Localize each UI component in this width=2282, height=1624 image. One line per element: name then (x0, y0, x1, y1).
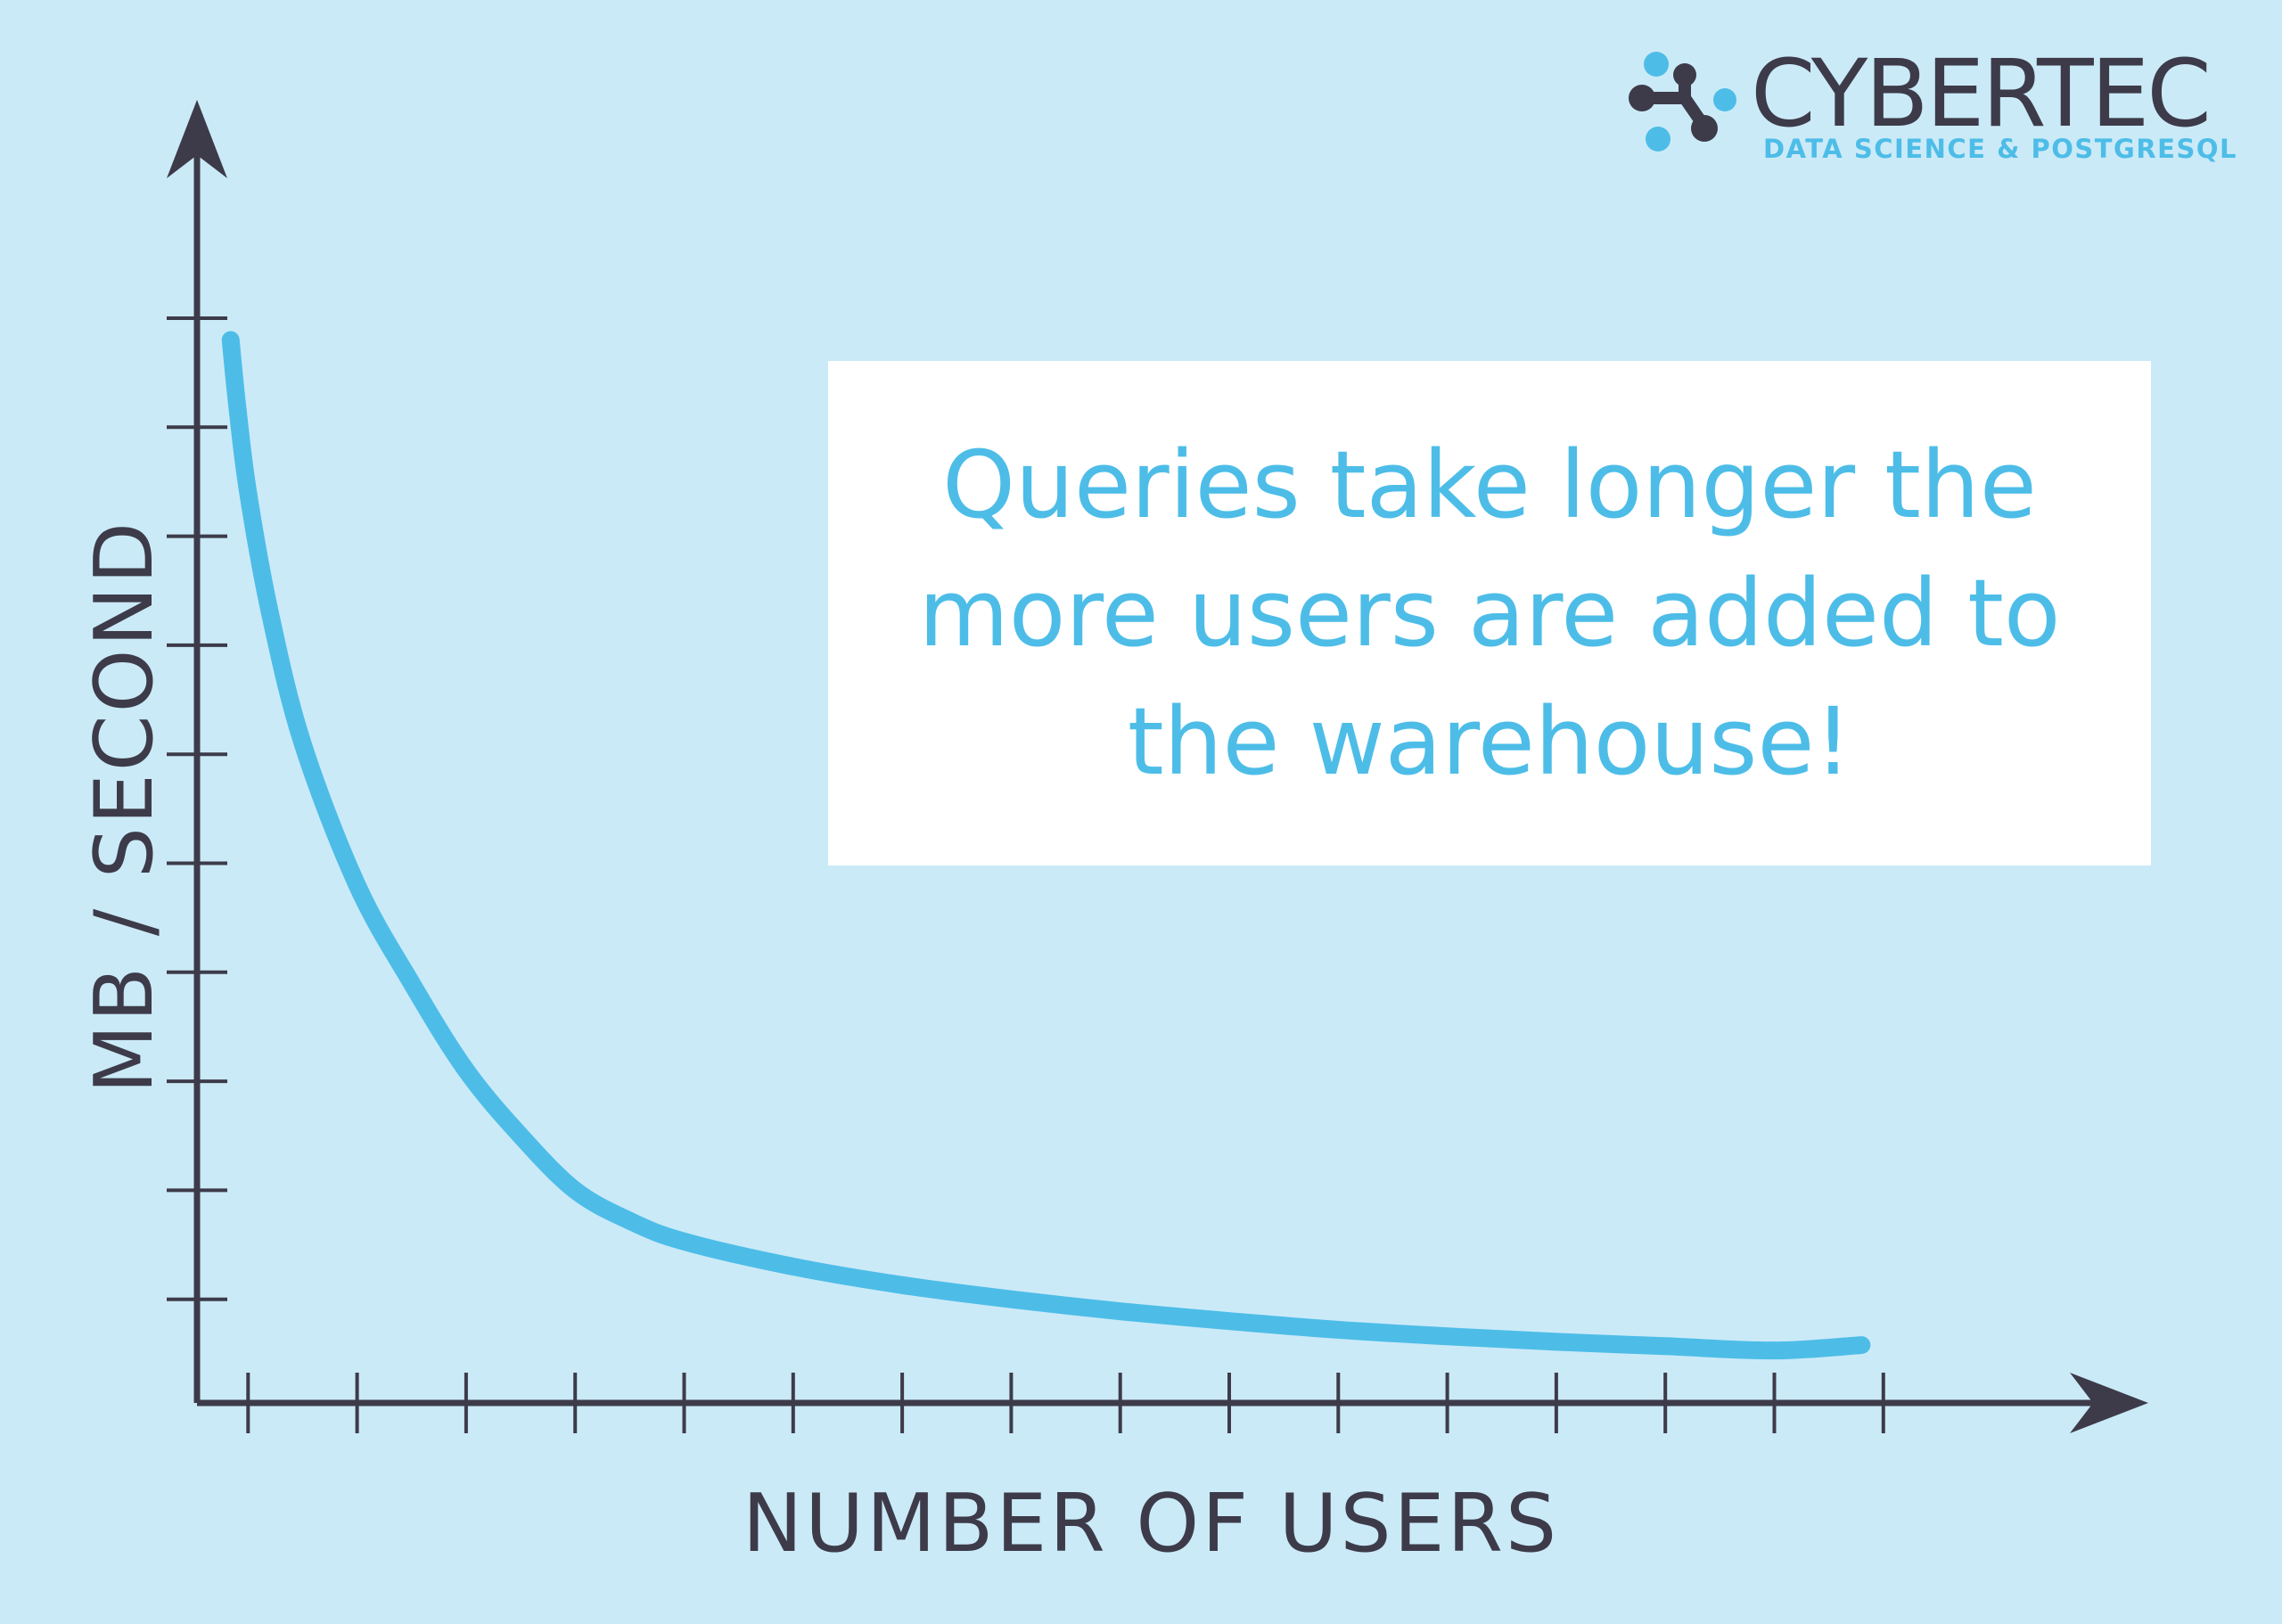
y-axis-arrowhead (167, 100, 227, 178)
cybertec-molecule-icon (1629, 52, 1736, 152)
brand-tagline: DATA SCIENCE & POSTGRESQL (1763, 134, 2237, 164)
y-axis-label: MB / SECOND (78, 520, 171, 1094)
x-axis-arrowhead (2070, 1373, 2148, 1433)
y-axis-ticks (167, 316, 227, 1301)
callout-text: Queries take longer the more users are a… (918, 431, 2061, 796)
callout-box: Queries take longer the more users are a… (828, 361, 2151, 865)
brand-name: CYBERTEC (1751, 39, 2212, 148)
series-layer (221, 331, 1871, 1360)
x-axis-ticks (246, 1373, 1885, 1433)
brand-logo: CYBERTEC DATA SCIENCE & POSTGRESQL (1622, 43, 2246, 168)
x-axis-label: NUMBER OF USERS (743, 1477, 1559, 1571)
series-line (221, 331, 1871, 1360)
